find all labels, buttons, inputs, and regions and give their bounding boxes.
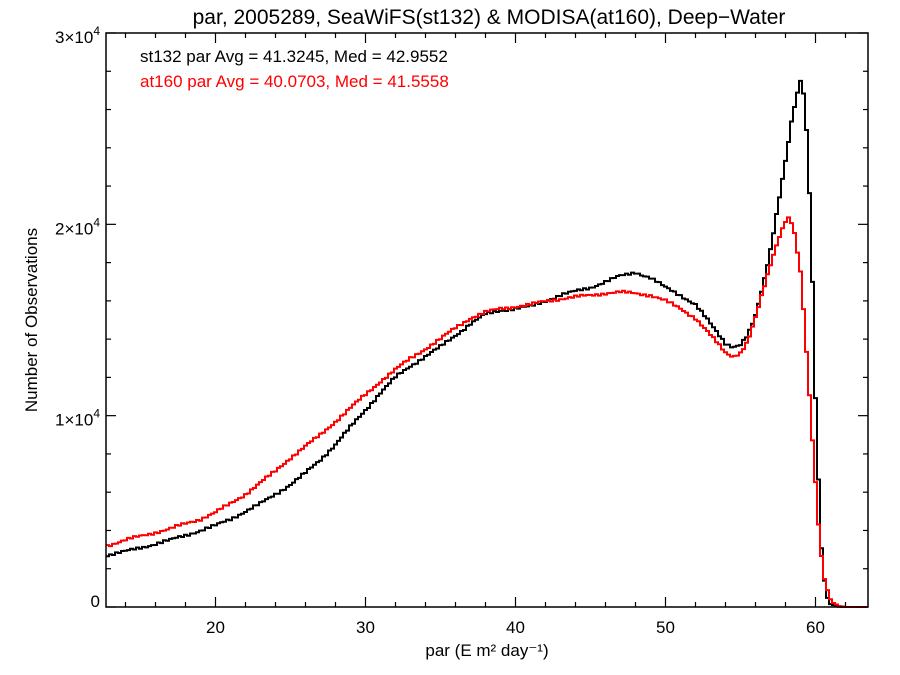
axis-ticks: 20 30 40 50 60 0 1×104 2×104 3×104 — [55, 24, 868, 637]
chart-title: par, 2005289, SeaWiFS(st132) & MODISA(at… — [193, 6, 786, 29]
y-tick-label: 2×104 — [55, 215, 100, 238]
y-tick-label: 3×104 — [55, 24, 100, 47]
legend-entry-st132: st132 par Avg = 41.3245, Med = 42.9552 — [140, 47, 448, 66]
x-tick-label: 20 — [206, 618, 225, 637]
x-tick-label: 50 — [656, 618, 675, 637]
x-tick-label: 60 — [806, 618, 825, 637]
y-tick-label: 0 — [91, 592, 100, 611]
x-axis-label: par (E m² day⁻¹) — [425, 641, 548, 660]
y-tick-label: 1×104 — [55, 407, 100, 430]
legend: st132 par Avg = 41.3245, Med = 42.9552 at… — [140, 47, 449, 91]
x-tick-label: 30 — [356, 618, 375, 637]
plot-area-frame — [105, 32, 869, 608]
legend-entry-at160: at160 par Avg = 40.0703, Med = 41.5558 — [140, 72, 449, 91]
series-at160-line — [106, 216, 868, 608]
y-axis-label: Number of Observations — [22, 228, 41, 412]
x-tick-label: 40 — [506, 618, 525, 637]
series-st132-line — [106, 79, 868, 608]
series-layer — [106, 79, 868, 608]
